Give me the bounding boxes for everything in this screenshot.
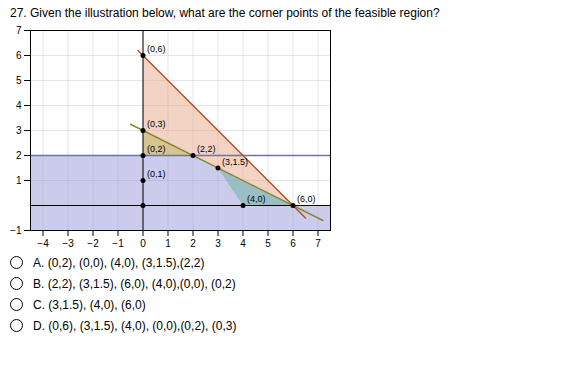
svg-text:2: 2 (190, 238, 196, 249)
svg-text:(0,6): (0,6) (147, 44, 166, 54)
svg-text:1: 1 (16, 175, 22, 186)
html-text:27. Given the illustration bel: 27. Given the illustration below, what a… (10, 6, 440, 20)
svg-text:−3: −3 (62, 238, 74, 249)
svg-text:(4,0): (4,0) (247, 194, 266, 204)
svg-text:4: 4 (16, 100, 22, 111)
svg-text:5: 5 (16, 75, 22, 86)
svg-text:(3,1.5): (3,1.5) (222, 157, 248, 167)
svg-text:−4: −4 (37, 238, 49, 249)
svg-text:−2: −2 (87, 238, 99, 249)
html-text:B. (2,2), (3,1.5), (6,0), (4,0: B. (2,2), (3,1.5), (6,0), (4,0),(0,0), (… (33, 276, 236, 291)
svg-text:0: 0 (140, 238, 146, 249)
svg-text:2: 2 (16, 150, 22, 161)
svg-text:1: 1 (165, 238, 171, 249)
html-text:C. (3,1.5), (4,0), (6,0): C. (3,1.5), (4,0), (6,0) (33, 297, 146, 312)
svg-text:(0,1): (0,1) (147, 169, 166, 179)
html-text:A. (0,2), (0,0), (4,0), (3,1.5: A. (0,2), (0,0), (4,0), (3,1.5),(2,2) (33, 255, 205, 270)
svg-text:(2,2): (2,2) (197, 144, 216, 154)
svg-text:7: 7 (315, 238, 321, 249)
svg-text:−1: −1 (10, 225, 22, 236)
svg-text:(0,3): (0,3) (147, 119, 166, 129)
svg-text:(6,0): (6,0) (297, 194, 316, 204)
svg-text:3: 3 (16, 125, 22, 136)
svg-text:(0,2): (0,2) (147, 144, 166, 154)
html-text:D. (0,6), (3,1.5), (4,0), (0,0: D. (0,6), (3,1.5), (4,0), (0,0),(0,2), (… (33, 318, 237, 333)
svg-text:3: 3 (215, 238, 221, 249)
svg-text:6: 6 (290, 238, 296, 249)
svg-text:4: 4 (240, 238, 246, 249)
svg-text:5: 5 (265, 238, 271, 249)
svg-text:7: 7 (16, 25, 22, 36)
svg-text:−1: −1 (112, 238, 124, 249)
svg-text:6: 6 (16, 50, 22, 61)
